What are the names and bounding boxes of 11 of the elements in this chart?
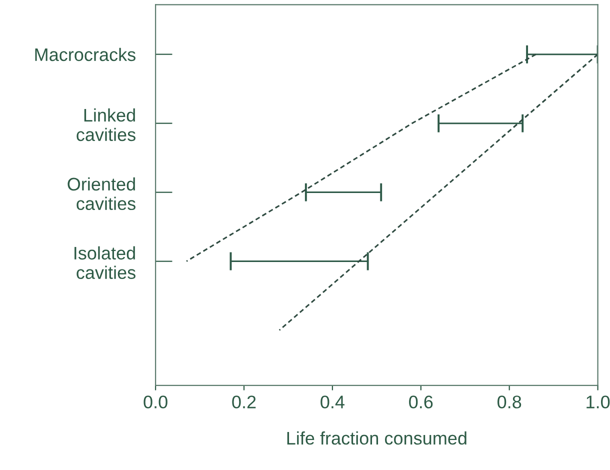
x-tick-label: 1.0 <box>586 396 610 408</box>
y-tick-label: Linked cavities <box>76 108 136 142</box>
y-tick-label: Isolated cavities <box>74 246 136 280</box>
x-tick-label: 0.8 <box>498 396 522 408</box>
x-axis-title: Life fraction consumed <box>287 431 466 445</box>
x-tick-label: 0.6 <box>409 396 433 408</box>
y-tick-label: Macrocracks <box>35 48 136 62</box>
x-tick-label: 0.2 <box>232 396 256 408</box>
x-tick-label: 0.4 <box>320 396 344 408</box>
y-tick-label: Oriented cavities <box>68 177 136 210</box>
x-tick-label: 0.0 <box>144 396 168 408</box>
